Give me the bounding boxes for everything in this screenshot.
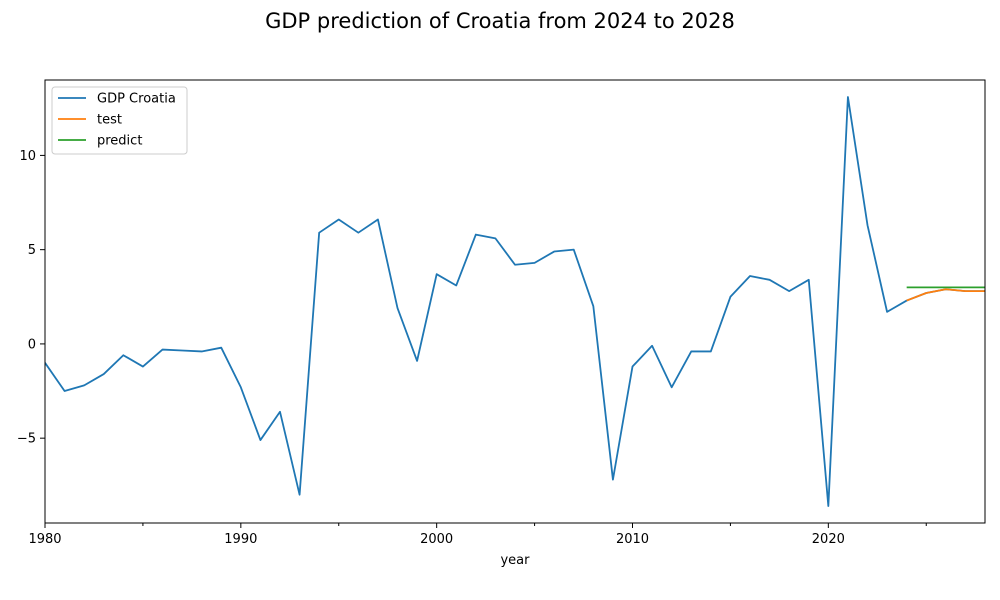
legend-label: predict [97, 134, 142, 149]
legend-frame [51, 86, 188, 155]
plot-frame [44, 79, 986, 524]
plot-area [44, 79, 986, 524]
series-line-test [906, 288, 985, 302]
x-axis: 1980 1990 2000 2010 2020 [28, 523, 927, 547]
legend-label: test [97, 113, 122, 128]
x-tick-label: 1980 [28, 532, 61, 547]
x-tick-label: 2020 [812, 532, 845, 547]
y-tick-label: 5 [28, 243, 36, 258]
y-axis: −5 0 5 10 [17, 149, 45, 447]
legend: GDP Croatia test predict [51, 86, 188, 155]
y-tick-label: 0 [28, 337, 36, 352]
y-tick-label: −5 [17, 432, 36, 447]
x-tick-label: 2010 [616, 532, 649, 547]
x-axis-label: year [500, 553, 530, 568]
y-tick-label: 10 [19, 149, 36, 164]
x-tick-label: 2000 [420, 532, 453, 547]
chart-title: GDP prediction of Croatia from 2024 to 2… [265, 9, 735, 33]
series-line-gdp-croatia [45, 96, 985, 507]
series-layer [45, 96, 985, 507]
x-tick-label: 1990 [224, 532, 257, 547]
legend-label: GDP Croatia [97, 92, 176, 107]
